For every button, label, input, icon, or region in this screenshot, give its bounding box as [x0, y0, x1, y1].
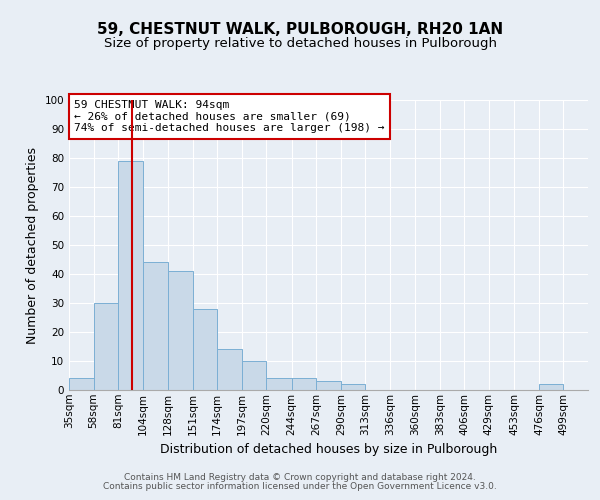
Text: Contains HM Land Registry data © Crown copyright and database right 2024.: Contains HM Land Registry data © Crown c… — [124, 474, 476, 482]
Text: 59 CHESTNUT WALK: 94sqm
← 26% of detached houses are smaller (69)
74% of semi-de: 59 CHESTNUT WALK: 94sqm ← 26% of detache… — [74, 100, 385, 133]
Bar — [316, 382, 341, 390]
Bar — [69, 378, 94, 390]
Bar — [94, 303, 118, 390]
Y-axis label: Number of detached properties: Number of detached properties — [26, 146, 39, 344]
Bar — [217, 350, 242, 390]
Text: Contains public sector information licensed under the Open Government Licence v3: Contains public sector information licen… — [103, 482, 497, 491]
Bar — [242, 361, 266, 390]
Bar — [266, 378, 292, 390]
Text: 59, CHESTNUT WALK, PULBOROUGH, RH20 1AN: 59, CHESTNUT WALK, PULBOROUGH, RH20 1AN — [97, 22, 503, 38]
X-axis label: Distribution of detached houses by size in Pulborough: Distribution of detached houses by size … — [160, 443, 497, 456]
Bar — [143, 262, 168, 390]
Bar — [539, 384, 563, 390]
Bar — [168, 271, 193, 390]
Bar — [292, 378, 316, 390]
Bar — [118, 161, 143, 390]
Text: Size of property relative to detached houses in Pulborough: Size of property relative to detached ho… — [104, 38, 497, 51]
Bar — [193, 309, 217, 390]
Bar — [341, 384, 365, 390]
